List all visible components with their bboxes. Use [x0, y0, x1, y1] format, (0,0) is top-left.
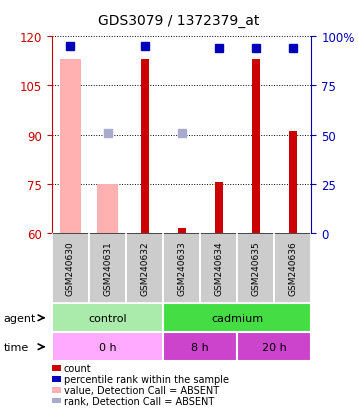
Text: percentile rank within the sample: percentile rank within the sample — [64, 374, 229, 384]
Bar — [237, 332, 311, 361]
Bar — [52, 366, 61, 371]
Text: GSM240633: GSM240633 — [177, 241, 186, 296]
Text: GSM240631: GSM240631 — [103, 241, 112, 296]
Text: agent: agent — [4, 313, 36, 323]
Bar — [215, 183, 223, 233]
Bar — [141, 60, 149, 233]
Bar — [126, 233, 163, 304]
Text: GDS3079 / 1372379_at: GDS3079 / 1372379_at — [98, 14, 260, 28]
Bar — [97, 184, 118, 233]
Bar — [289, 132, 297, 233]
Text: value, Detection Call = ABSENT: value, Detection Call = ABSENT — [64, 385, 219, 395]
Text: GSM240630: GSM240630 — [66, 241, 75, 296]
Bar — [252, 60, 260, 233]
Bar — [178, 228, 186, 233]
Text: cadmium: cadmium — [211, 313, 263, 323]
Bar — [89, 233, 126, 304]
Bar — [52, 304, 163, 332]
Text: GSM240634: GSM240634 — [214, 241, 223, 296]
Text: GSM240632: GSM240632 — [140, 241, 149, 296]
Text: GSM240636: GSM240636 — [289, 241, 297, 296]
Bar — [163, 233, 200, 304]
Bar — [274, 233, 311, 304]
Bar — [163, 332, 237, 361]
Bar — [52, 233, 89, 304]
Bar — [52, 332, 163, 361]
Text: 0 h: 0 h — [99, 342, 116, 352]
Text: count: count — [64, 363, 91, 373]
Text: GSM240635: GSM240635 — [251, 241, 260, 296]
Text: control: control — [88, 313, 127, 323]
Text: time: time — [4, 342, 29, 352]
Bar — [52, 398, 61, 404]
Bar — [60, 60, 81, 233]
Bar — [200, 233, 237, 304]
Text: 20 h: 20 h — [262, 342, 287, 352]
Bar — [237, 233, 274, 304]
Bar — [52, 376, 61, 382]
Text: 8 h: 8 h — [191, 342, 209, 352]
Text: rank, Detection Call = ABSENT: rank, Detection Call = ABSENT — [64, 396, 214, 406]
Bar — [163, 304, 311, 332]
Bar — [52, 387, 61, 393]
